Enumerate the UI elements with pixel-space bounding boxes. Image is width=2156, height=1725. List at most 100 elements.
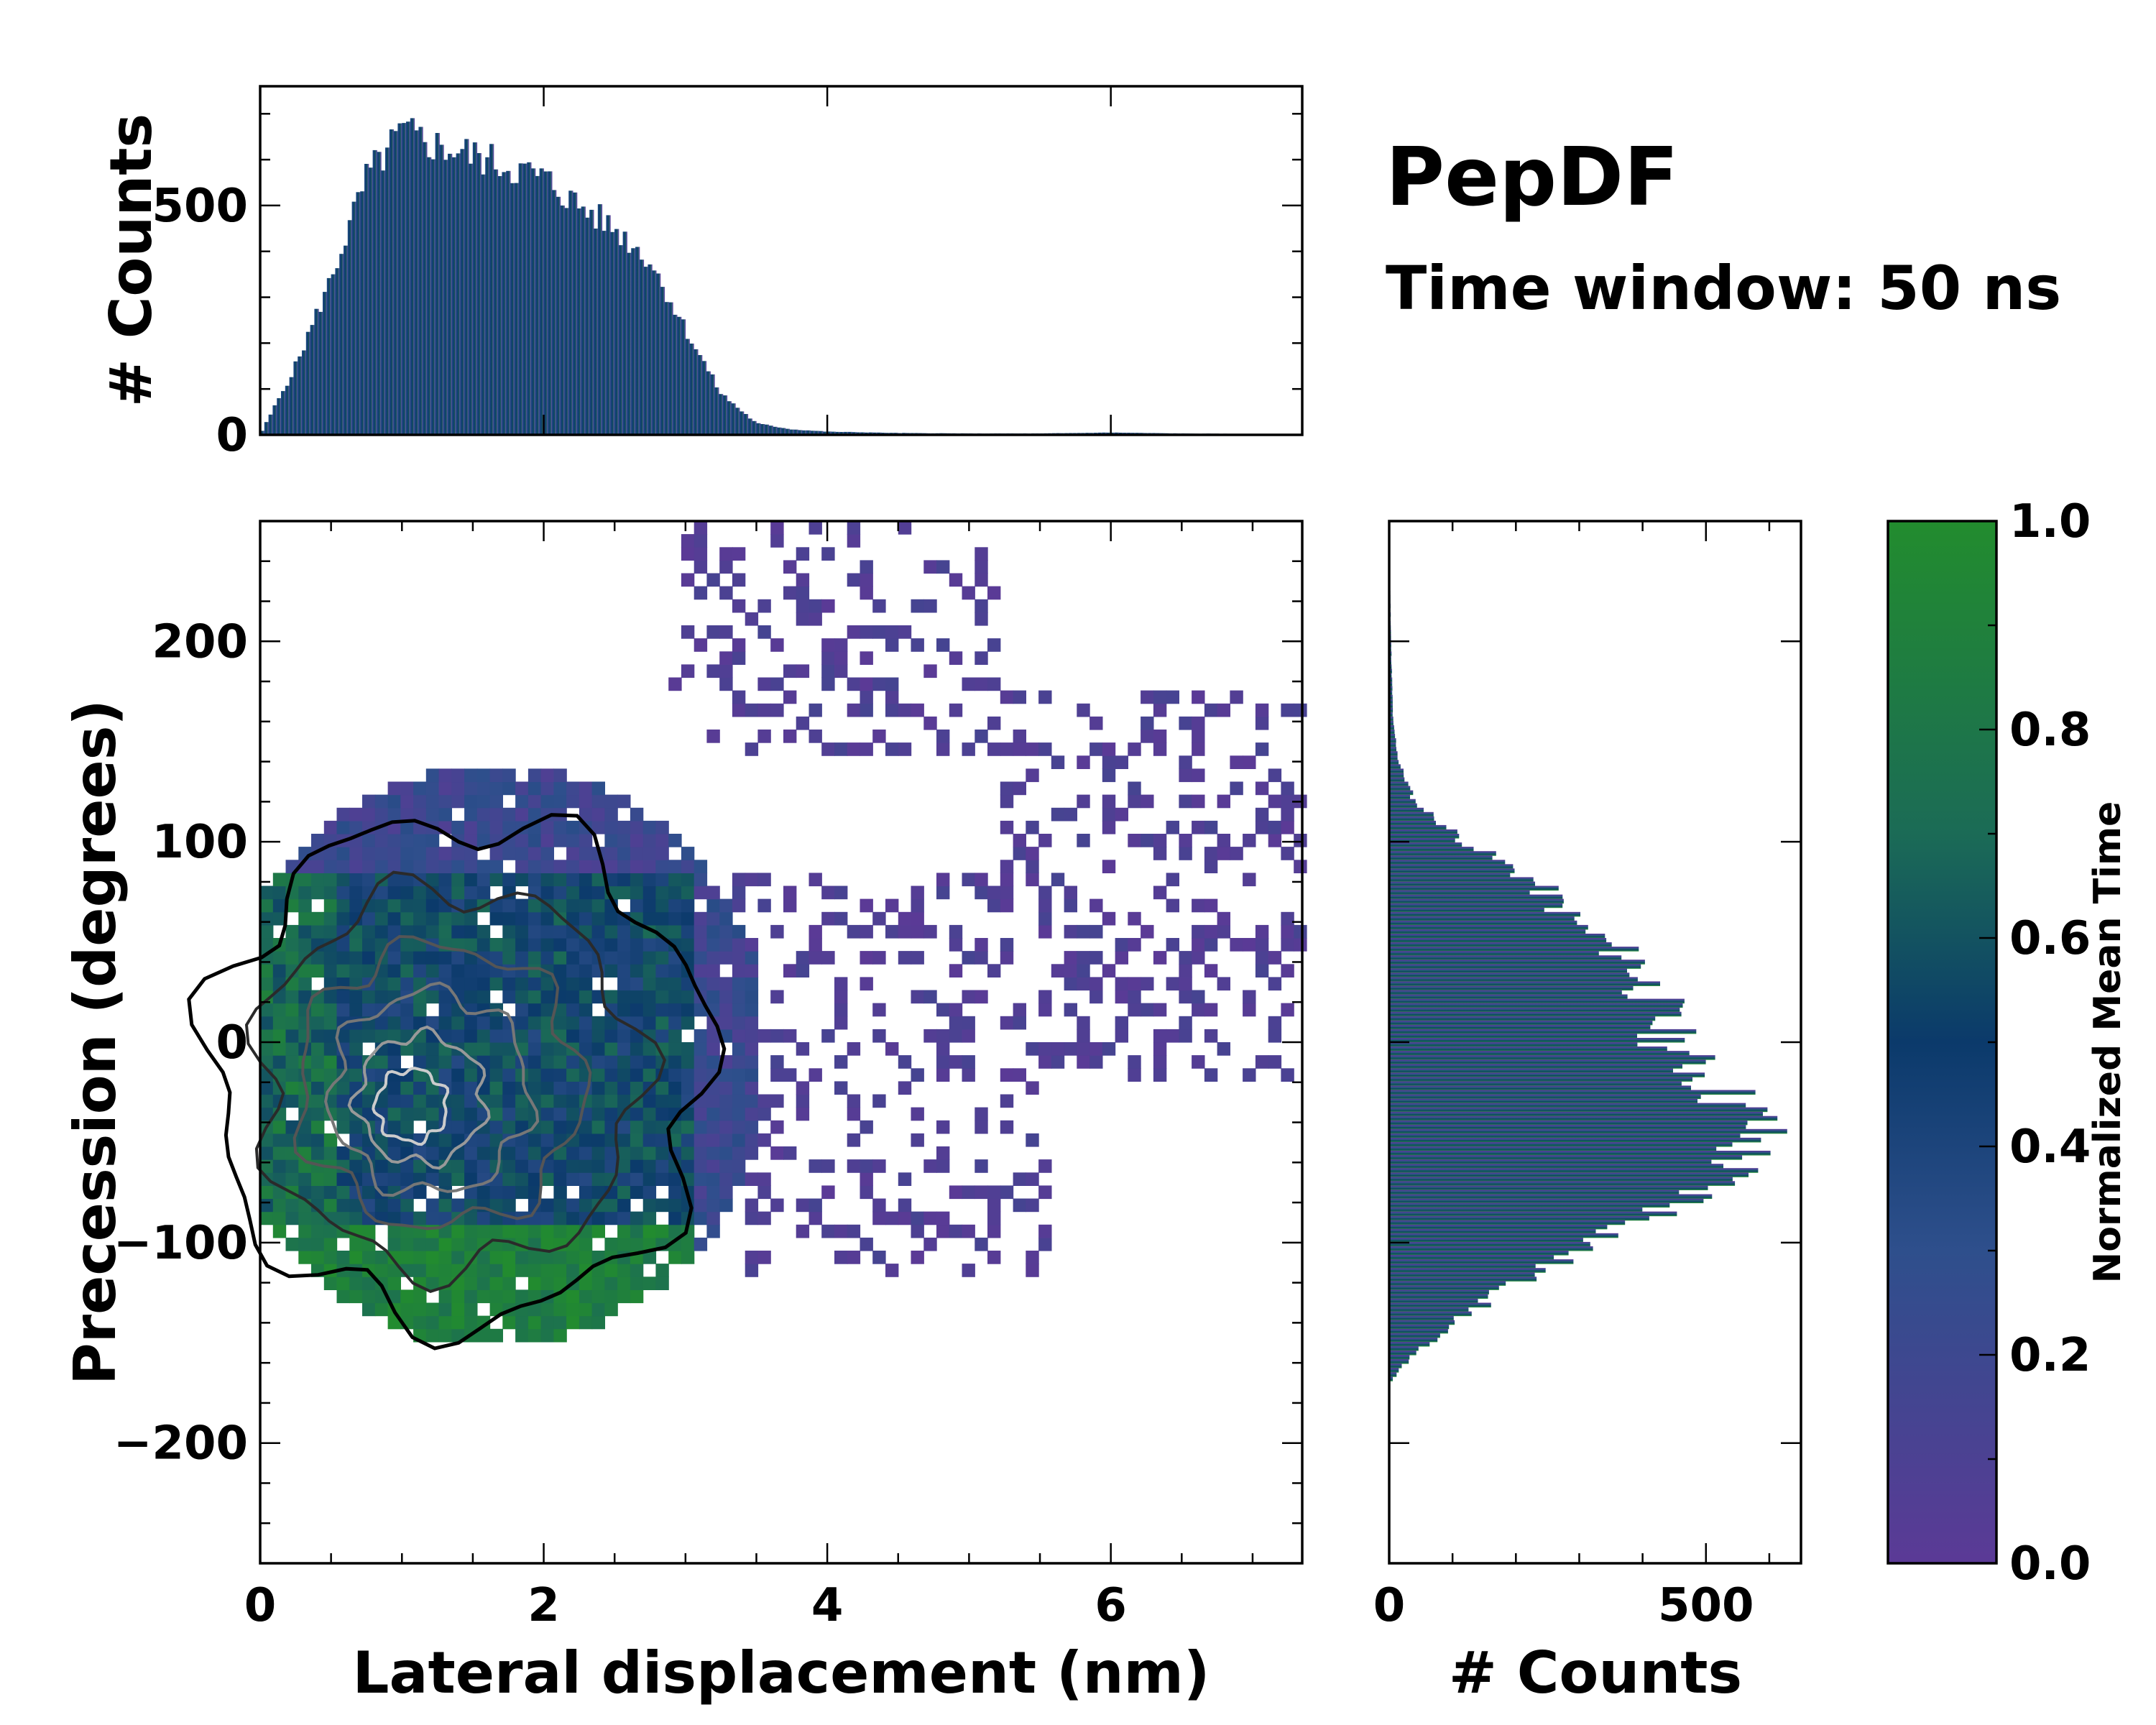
top-histogram-bar	[602, 231, 607, 435]
heatmap-cell	[272, 1224, 287, 1238]
heatmap-cell	[515, 794, 529, 809]
heatmap-cell	[451, 820, 465, 834]
heatmap-cell	[528, 1042, 542, 1056]
heatmap-cell	[617, 1133, 631, 1147]
heatmap-cell	[745, 1029, 759, 1043]
heatmap-cell	[847, 534, 861, 548]
heatmap-cell	[719, 1159, 733, 1173]
top-histogram-bar	[722, 395, 728, 435]
heatmap-cell	[528, 1224, 542, 1238]
heatmap-cell	[362, 873, 376, 887]
heatmap-cell	[1038, 1185, 1052, 1200]
heatmap-cell	[617, 794, 631, 809]
heatmap-cell	[400, 964, 414, 978]
heatmap-cell	[655, 1055, 669, 1069]
heatmap-cell	[1077, 1029, 1090, 1043]
heatmap-cell	[655, 1029, 669, 1043]
heatmap-cell	[655, 886, 669, 900]
heatmap-cell	[668, 1251, 682, 1264]
heatmap-cell	[1166, 898, 1179, 913]
heatmap-cell	[630, 834, 644, 847]
heatmap-cell	[1243, 873, 1256, 887]
heatmap-cell	[642, 911, 657, 926]
heatmap-cell	[566, 938, 580, 952]
heatmap-cell	[1000, 742, 1014, 756]
heatmap-cell	[860, 1185, 873, 1200]
heatmap-cell	[655, 977, 669, 991]
heatmap-cell	[528, 1264, 542, 1277]
heatmap-cell	[425, 781, 440, 796]
right-histogram-bar	[1389, 1151, 1771, 1156]
heatmap-cell	[1294, 938, 1307, 952]
heatmap-cell	[566, 820, 580, 834]
top-histogram-bar	[339, 254, 344, 435]
heatmap-cell	[668, 1172, 682, 1186]
heatmap-cell	[808, 1159, 822, 1173]
heatmap-cell	[604, 1276, 618, 1290]
heatmap-cell	[349, 873, 363, 887]
heatmap-cell	[260, 964, 274, 978]
heatmap-cell	[1294, 924, 1307, 939]
heatmap-cell	[694, 547, 708, 561]
heatmap-cell	[540, 834, 554, 847]
heatmap-cell	[630, 1003, 644, 1017]
heatmap-cell	[694, 1211, 708, 1225]
right-x-tick-label: 500	[1658, 1579, 1754, 1632]
heatmap-cell	[349, 860, 363, 873]
top-histogram-bar	[622, 231, 627, 435]
right-histogram-bar	[1389, 668, 1392, 673]
heatmap-cell	[975, 560, 988, 574]
heatmap-cell	[630, 924, 644, 939]
heatmap-cell	[528, 1003, 542, 1017]
heatmap-cell	[579, 1120, 593, 1134]
heatmap-cell	[1128, 794, 1141, 809]
heatmap-cell	[1166, 1029, 1179, 1043]
heatmap-cell	[681, 625, 695, 639]
heatmap-cell	[489, 938, 503, 952]
heatmap-cell	[349, 1237, 363, 1251]
heatmap-cell	[540, 1198, 554, 1213]
heatmap-cell	[502, 938, 516, 952]
heatmap-cell	[425, 1251, 440, 1264]
heatmap-cell	[489, 1081, 503, 1095]
heatmap-cell	[438, 781, 452, 796]
heatmap-cell	[1230, 690, 1243, 704]
heatmap-cell	[540, 1237, 554, 1251]
heatmap-cell	[579, 1003, 593, 1017]
heatmap-cell	[374, 911, 389, 926]
heatmap-cell	[911, 1224, 924, 1238]
heatmap-cell	[540, 1315, 554, 1330]
heatmap-cell	[579, 1251, 593, 1264]
heatmap-cell	[783, 730, 797, 743]
heatmap-cell	[642, 1133, 657, 1147]
heatmap-cell	[630, 873, 644, 887]
heatmap-cell	[438, 1016, 452, 1030]
top-histogram-bar	[469, 163, 474, 435]
heatmap-cell	[502, 924, 516, 939]
heatmap-cell	[425, 1276, 440, 1290]
heatmap-cell	[681, 1055, 695, 1069]
heatmap-cell	[566, 1055, 580, 1069]
heatmap-cell	[617, 1055, 631, 1069]
heatmap-cell	[566, 860, 580, 873]
right-histogram-bar	[1389, 898, 1564, 904]
top-histogram-bar	[768, 426, 773, 435]
heatmap-cell	[528, 1068, 542, 1082]
heatmap-cell	[323, 860, 338, 873]
heatmap-cell	[1026, 768, 1039, 783]
right-histogram-bar	[1389, 911, 1580, 917]
top-histogram-bar	[277, 398, 282, 435]
heatmap-cell	[298, 990, 312, 1004]
heatmap-cell	[706, 1224, 720, 1238]
heatmap-cell	[540, 1055, 554, 1069]
heatmap-cell	[987, 716, 1001, 730]
heatmap-cell	[617, 990, 631, 1004]
heatmap-cell	[1141, 1003, 1154, 1017]
heatmap-cells	[260, 521, 1307, 1343]
heatmap-cell	[655, 1264, 669, 1277]
right-histogram-bar	[1389, 934, 1606, 939]
heatmap-cell	[502, 820, 516, 834]
heatmap-cell	[311, 1094, 325, 1108]
heatmap-cell	[566, 1094, 580, 1108]
heatmap-cell	[745, 1016, 759, 1030]
